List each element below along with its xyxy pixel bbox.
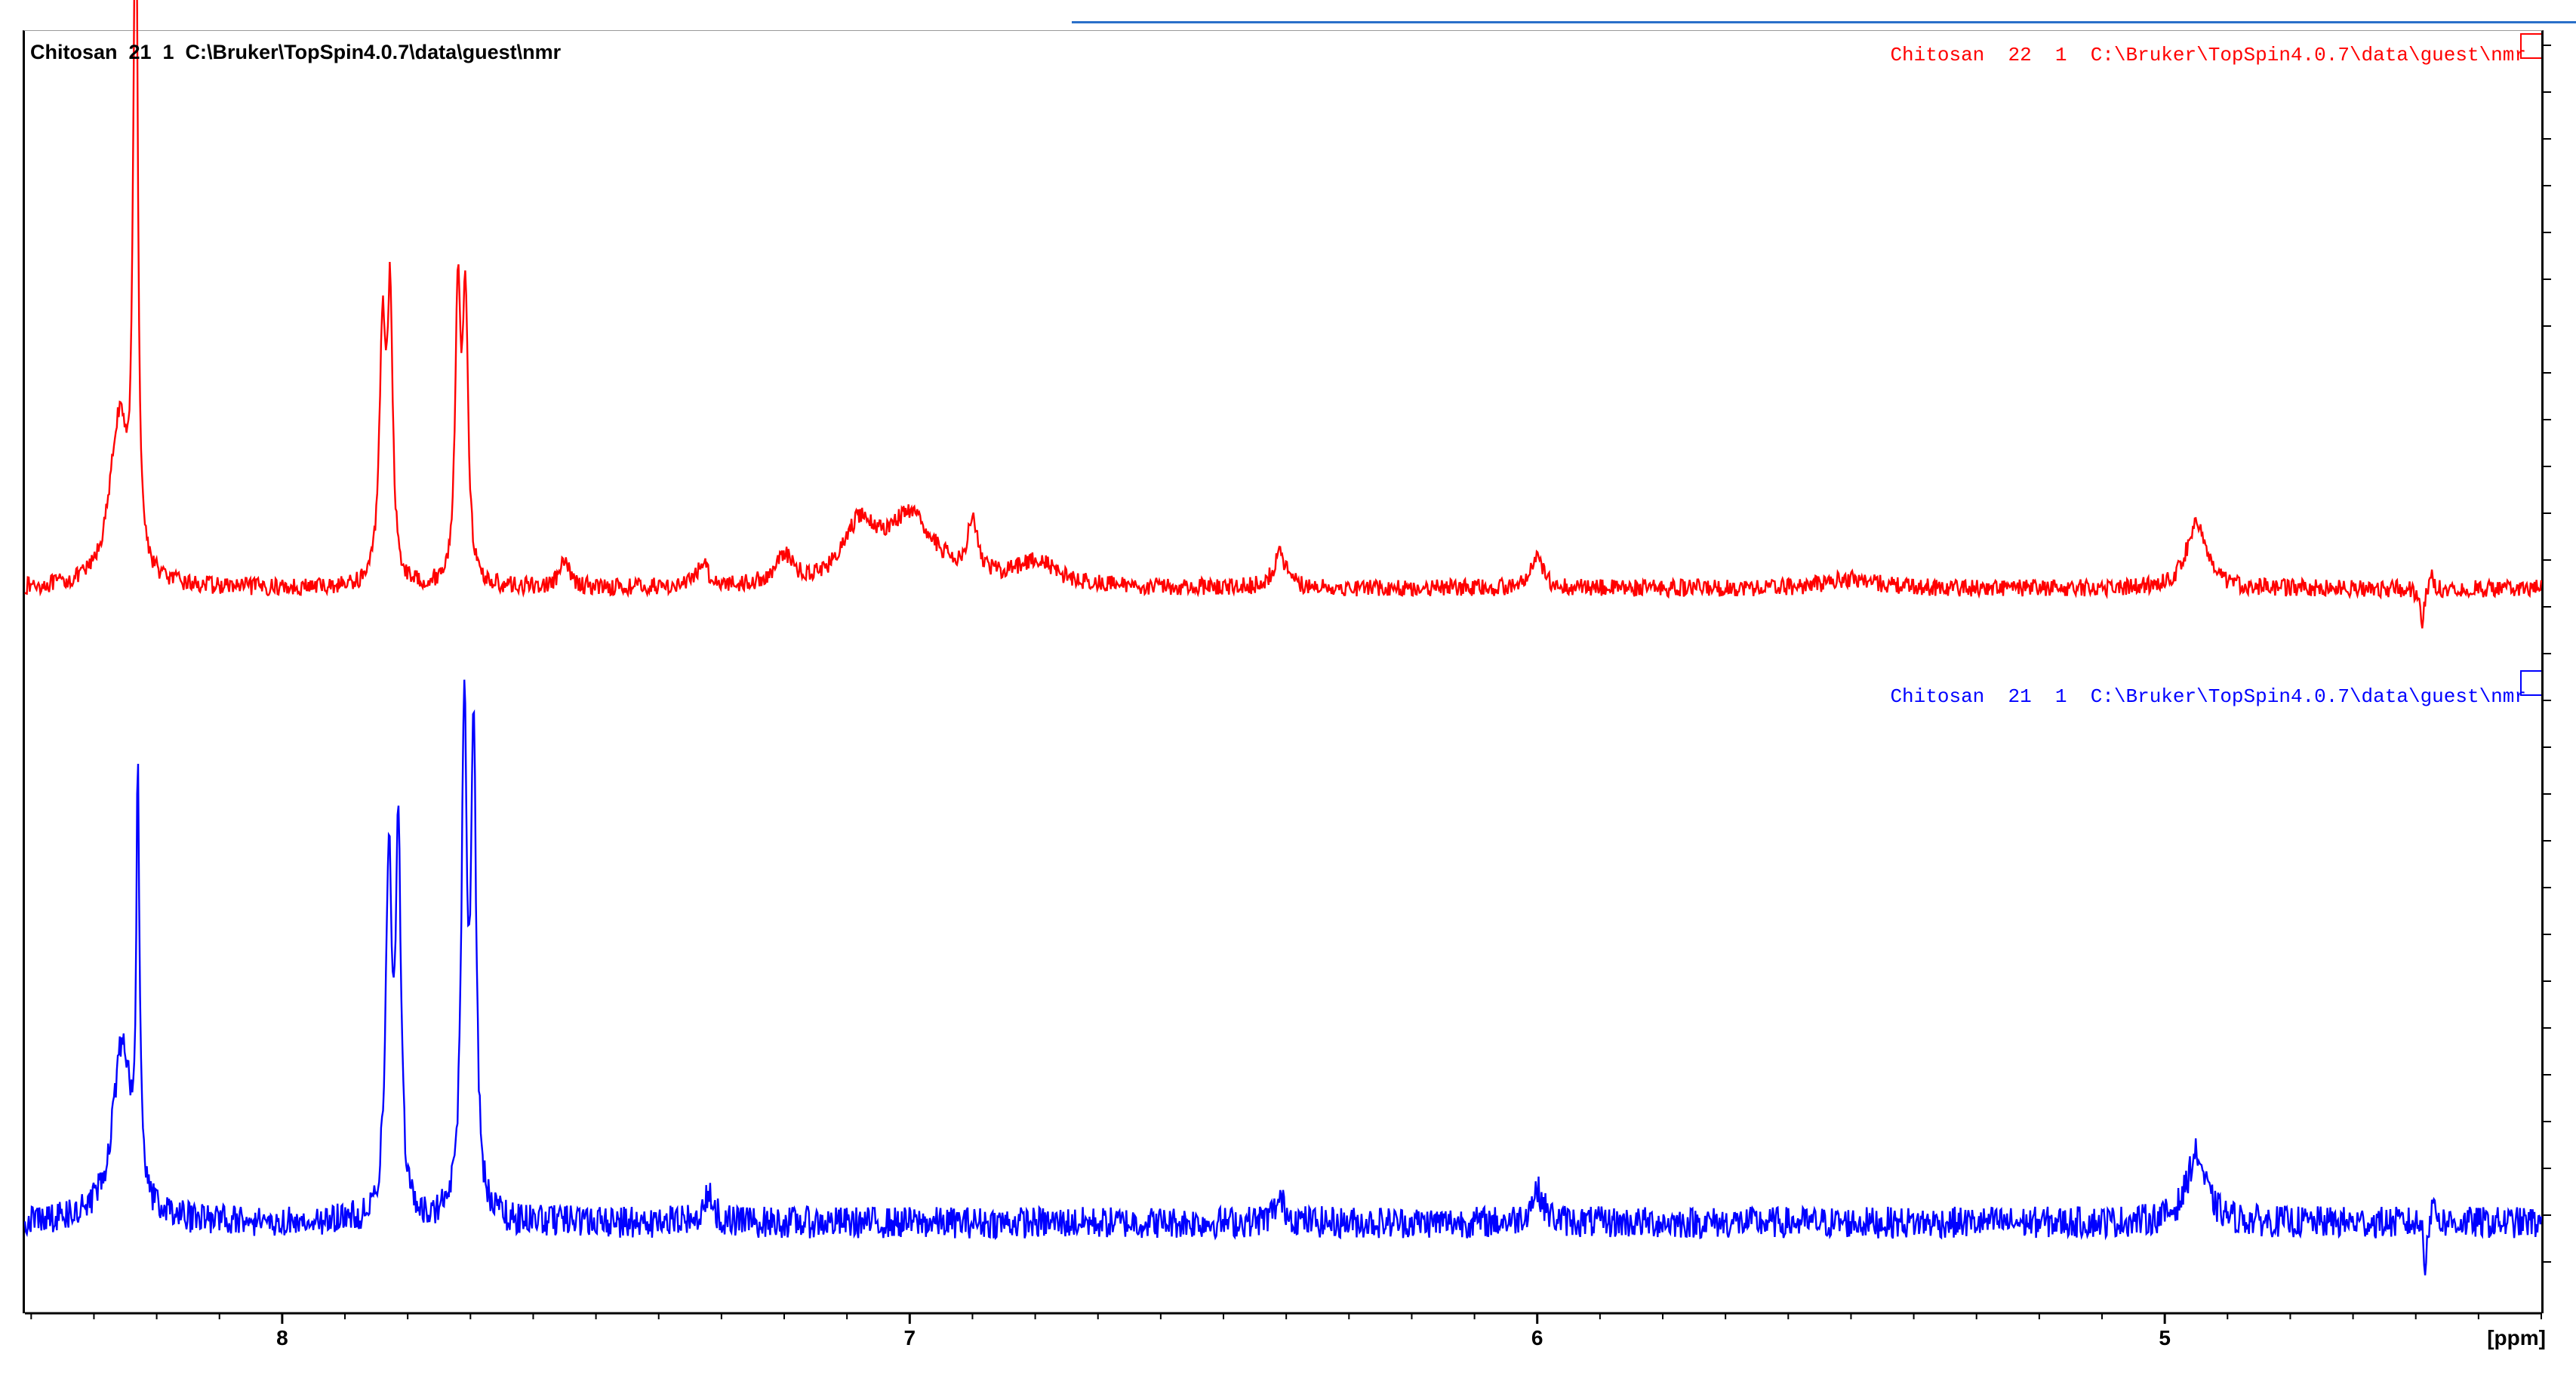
x-tick-label: 6 bbox=[1531, 1326, 1543, 1349]
spectrum-traces bbox=[23, 0, 2543, 1276]
spectrum-plot-frame[interactable] bbox=[23, 30, 2544, 1313]
y-axis-ticks bbox=[2541, 45, 2551, 1263]
spectrum-title: Chitosan 21 1 C:\Bruker\TopSpin4.0.7\dat… bbox=[30, 41, 562, 63]
legend-bracket-blue-icon[interactable] bbox=[2520, 670, 2541, 696]
x-tick-label: 8 bbox=[276, 1326, 288, 1349]
x-axis bbox=[25, 1312, 2542, 1324]
x-tick-label: 7 bbox=[903, 1326, 916, 1349]
blue-spectrum-trace bbox=[23, 679, 2543, 1276]
legend-entry-blue: Chitosan 21 1 C:\Bruker\TopSpin4.0.7\dat… bbox=[1890, 685, 2526, 708]
x-axis-unit-label: [ppm] bbox=[2487, 1326, 2546, 1349]
x-tick-label: 5 bbox=[2159, 1326, 2171, 1349]
legend-entry-red: Chitosan 22 1 C:\Bruker\TopSpin4.0.7\dat… bbox=[1890, 44, 2526, 66]
legend-bracket-red-icon[interactable] bbox=[2520, 33, 2541, 59]
red-spectrum-trace bbox=[24, 0, 2543, 629]
tab-underline bbox=[1072, 21, 2576, 23]
